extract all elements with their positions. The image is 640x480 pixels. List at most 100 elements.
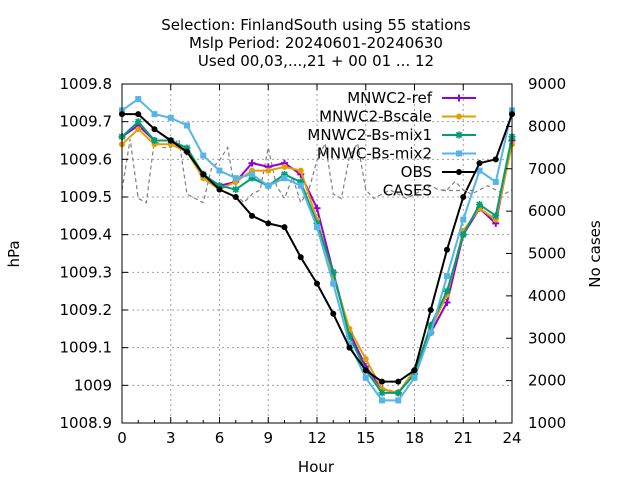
data-point (314, 280, 320, 287)
data-point (216, 167, 223, 174)
data-point (362, 355, 369, 362)
series-line (121, 137, 513, 205)
data-point (297, 178, 305, 186)
data-point (265, 220, 272, 227)
data-point (184, 122, 190, 129)
x-tick-label: 21 (454, 429, 473, 447)
data-point (313, 204, 321, 212)
data-point (297, 254, 304, 261)
y-tick-label: 1009.2 (60, 301, 113, 319)
title-line-2: Mslp Period: 20240601-20240630 (189, 34, 443, 52)
y-axis-left: 1008.9 1009 1009.1 1009.2 1009.3 1009.4 1009.5… (60, 75, 128, 432)
data-point (443, 298, 451, 306)
series-line (121, 127, 513, 394)
data-point (459, 231, 467, 239)
title-line-1: Selection: FinlandSouth using 55 station… (161, 16, 471, 34)
data-point (200, 152, 207, 159)
data-point (346, 344, 353, 351)
data-point (265, 182, 272, 189)
data-point (379, 397, 385, 404)
y-tick-label: 1009.1 (60, 339, 113, 357)
y2-tick-label: 8000 (528, 117, 566, 135)
data-point (167, 137, 174, 144)
y-axis-label: hPa (5, 240, 23, 267)
x-axis-label: Hour (298, 458, 335, 476)
y2-tick-label: 7000 (528, 160, 566, 178)
data-point (248, 159, 256, 167)
legend-label: MNWC-Bs-mix2 (317, 145, 432, 163)
x-tick-label: 12 (307, 429, 326, 447)
y-tick-label: 1009.3 (60, 263, 113, 281)
x-tick-label: 24 (502, 429, 521, 447)
x-tick-label: 0 (117, 429, 127, 447)
chart-title: Selection: FinlandSouth using 55 station… (161, 16, 471, 70)
data-point (379, 378, 385, 385)
data-point (135, 126, 142, 133)
legend-marker (455, 94, 463, 102)
data-point (232, 194, 239, 200)
data-point (281, 224, 288, 231)
series-cases (121, 137, 513, 205)
data-point (330, 310, 337, 317)
data-point (297, 167, 304, 174)
data-point (346, 332, 353, 340)
data-point (216, 186, 223, 193)
legend-label: OBS (401, 163, 432, 181)
data-point (151, 111, 158, 118)
data-point (297, 182, 304, 189)
data-point (281, 175, 288, 182)
legend-label: MNWC2-Bscale (319, 108, 432, 126)
legend-label: MNWC2-Bs-mix1 (307, 126, 432, 144)
data-point (476, 160, 483, 167)
data-point (248, 174, 256, 182)
data-point (427, 329, 434, 336)
data-point (411, 370, 418, 378)
y-tick-label: 1009.7 (60, 113, 113, 131)
data-point (265, 167, 272, 174)
data-point (346, 340, 353, 347)
data-point (184, 148, 190, 155)
x-axis: 0 3 6 9 12 15 18 21 24 (117, 84, 522, 447)
legend-marker (456, 169, 462, 175)
data-point (362, 367, 369, 374)
data-point (492, 212, 500, 220)
x-tick-label: 9 (263, 429, 273, 447)
data-point (135, 96, 142, 103)
data-point (329, 268, 337, 276)
data-point (249, 212, 255, 219)
y-tick-label: 1009 (74, 376, 112, 394)
data-point (330, 280, 337, 287)
legend-label: CASES (383, 182, 432, 200)
data-point (427, 307, 434, 313)
data-point (216, 182, 223, 190)
y-tick-label: 1009.4 (60, 226, 113, 244)
data-point (135, 111, 142, 118)
y2-tick-label: 4000 (528, 287, 566, 305)
data-point (444, 273, 450, 280)
x-tick-label: 6 (215, 429, 225, 447)
data-point (313, 219, 321, 227)
data-point (134, 118, 142, 126)
x-tick-label: 18 (405, 429, 424, 447)
x-tick-label: 15 (356, 429, 375, 447)
y2-tick-label: 3000 (528, 329, 566, 347)
data-point (281, 163, 288, 170)
cases-layer (121, 137, 513, 205)
data-point (200, 171, 207, 178)
y2-tick-label: 1000 (528, 414, 566, 432)
data-point (281, 170, 288, 178)
data-point (362, 374, 369, 381)
x-tick-label: 3 (166, 429, 176, 447)
data-point (151, 137, 158, 144)
data-point (167, 114, 174, 121)
series-obs (119, 111, 515, 385)
data-point (183, 144, 191, 152)
data-point (443, 287, 451, 295)
y2-tick-label: 2000 (528, 372, 566, 390)
data-point (151, 126, 158, 133)
title-line-3: Used 00,03,...,21 + 00 01 ... 12 (198, 52, 434, 70)
legend-marker (456, 113, 462, 120)
data-point (395, 378, 402, 385)
data-point (492, 156, 499, 163)
